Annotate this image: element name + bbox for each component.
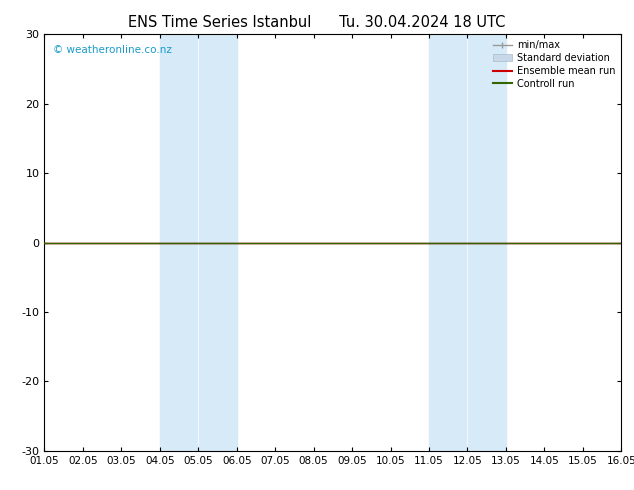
Bar	[467, 34, 506, 451]
Bar	[429, 34, 467, 451]
Text: © weatheronline.co.nz: © weatheronline.co.nz	[53, 45, 172, 55]
Legend: min/max, Standard deviation, Ensemble mean run, Controll run: min/max, Standard deviation, Ensemble me…	[489, 36, 619, 93]
Text: ENS Time Series Istanbul      Tu. 30.04.2024 18 UTC: ENS Time Series Istanbul Tu. 30.04.2024 …	[128, 15, 506, 30]
Bar	[160, 34, 198, 451]
Bar	[198, 34, 236, 451]
